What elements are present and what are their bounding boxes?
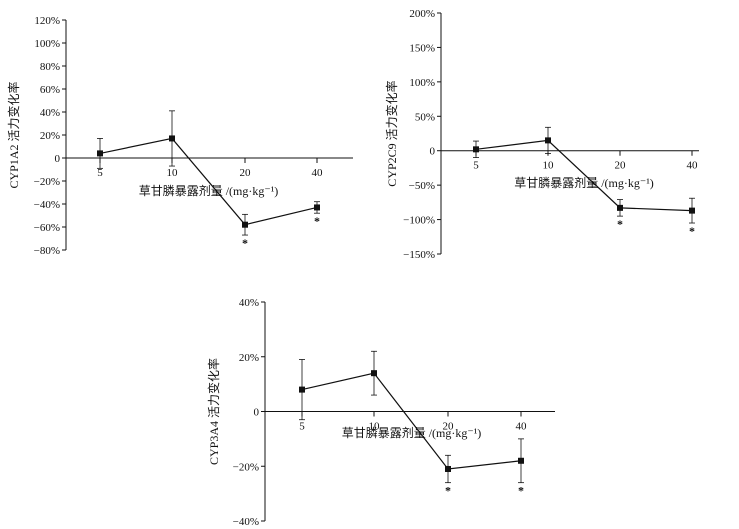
series-line — [99, 137, 318, 226]
x-axis-title: 草甘膦暴露剂量 /(mg·kg⁻¹) — [139, 183, 279, 198]
x-tick-label: 20 — [615, 160, 627, 172]
y-tick-label: −50% — [409, 180, 435, 192]
significance-star: * — [242, 236, 248, 250]
data-point — [314, 204, 320, 211]
y-tick-label: 0 — [254, 407, 260, 419]
series-line — [475, 139, 693, 212]
data-point — [518, 457, 524, 464]
x-tick-label: 10 — [167, 167, 179, 179]
x-tick-label: 10 — [369, 421, 381, 433]
y-tick-label: 100% — [409, 77, 435, 89]
x-axis-title: 草甘膦暴露剂量 /(mg·kg⁻¹) — [342, 425, 482, 440]
y-tick-label: 80% — [40, 61, 60, 73]
y-tick-label: 200% — [409, 8, 435, 20]
x-tick-label: 5 — [473, 160, 479, 172]
y-tick-label: −100% — [403, 215, 435, 227]
y-tick-label: 20% — [239, 352, 259, 364]
significance-star: * — [445, 484, 451, 498]
chart-cyp1a2: −80% −60% −40% −20% 0 20% 40% 60% 80% 100% 120% 5 10… — [6, 15, 353, 257]
x-axis-title: 草甘膦暴露剂量 /(mg·kg⁻¹) — [514, 175, 654, 190]
y-tick-label: 60% — [40, 84, 60, 96]
y-tick-label: 100% — [34, 38, 60, 50]
y-tick-label: 20% — [40, 130, 60, 142]
data-point — [445, 465, 451, 472]
y-tick-label: 40% — [40, 107, 60, 119]
y-tick-label: 50% — [415, 111, 435, 123]
y-axis-title: CYP2C9 活力变化率 — [384, 80, 399, 186]
y-tick-label: −40% — [34, 199, 60, 211]
x-tick-label: 40 — [312, 167, 324, 179]
y-tick-label: 40% — [239, 297, 259, 309]
x-tick-label: 5 — [299, 421, 305, 433]
y-tick-label: 150% — [409, 42, 435, 54]
data-point — [169, 135, 175, 142]
x-tick-label: 40 — [687, 160, 699, 172]
significance-star: * — [518, 484, 524, 498]
data-point — [689, 207, 695, 214]
y-tick-label: 120% — [34, 15, 60, 27]
x-tick-label: 40 — [516, 421, 528, 433]
significance-star: * — [617, 217, 623, 231]
data-point — [371, 370, 377, 377]
significance-star: * — [689, 224, 695, 238]
significance-star: * — [314, 214, 320, 228]
series-line — [301, 372, 522, 470]
y-axis-title: CYP3A4 活力变化率 — [206, 358, 221, 465]
x-tick-label: 5 — [97, 167, 103, 179]
x-tick-label: 10 — [543, 160, 555, 172]
y-tick-label: −150% — [403, 249, 435, 261]
y-tick-label: −60% — [34, 222, 60, 234]
chart-cyp3a4: −40% −20% 0 20% 40% 5 10 20 40 草甘膦暴露剂量 /(mg·kg⁻¹)… — [206, 297, 555, 528]
y-axis-title: CYP1A2 活力变化率 — [6, 81, 21, 188]
data-point — [242, 221, 248, 228]
chart-cyp2c9: −150% −100% −50% 0 50% 100% 150% 200% 5 10 20 40 草甘膦… — [384, 8, 699, 261]
data-point — [473, 146, 479, 153]
data-point — [97, 150, 103, 157]
data-point — [617, 204, 623, 211]
data-point — [545, 137, 551, 144]
y-tick-label: −80% — [34, 245, 60, 257]
y-tick-label: 0 — [430, 146, 436, 158]
y-tick-label: −20% — [34, 176, 60, 188]
data-point — [299, 386, 305, 393]
y-tick-label: 0 — [55, 153, 61, 165]
x-tick-label: 20 — [240, 167, 252, 179]
y-tick-label: −20% — [233, 461, 259, 473]
y-tick-label: −40% — [233, 516, 259, 528]
x-tick-label: 20 — [443, 421, 455, 433]
